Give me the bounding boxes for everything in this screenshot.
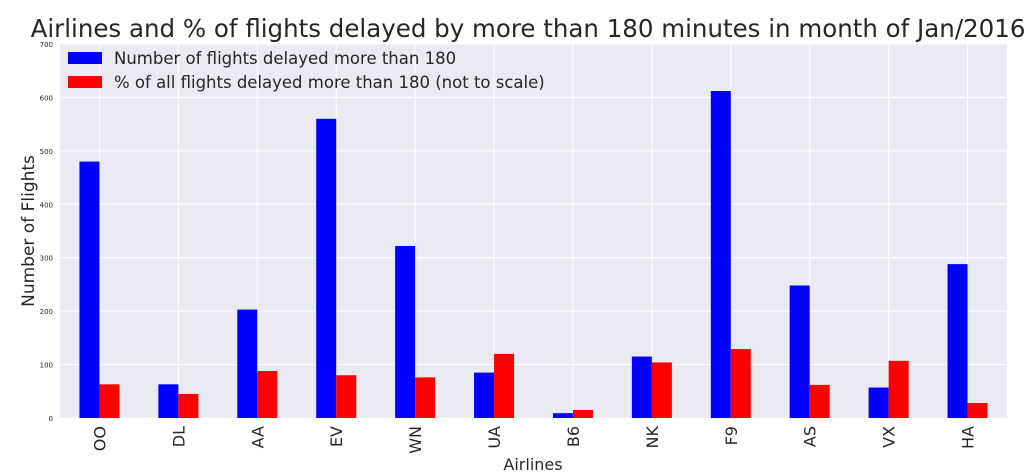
bar-percent-AA: [257, 370, 278, 418]
bar-count-WN: [395, 245, 416, 418]
bar-count-HA: [947, 264, 968, 418]
plot-background: [60, 44, 1007, 418]
bar-percent-VX: [888, 360, 909, 418]
x-ticks: OO DL AA EV WN UA B6 NK F9 AS VX HA: [90, 426, 977, 454]
y-tick-label: 400: [40, 201, 53, 209]
bars: [79, 91, 988, 419]
bar-percent-DL: [178, 393, 199, 418]
chart-title: Airlines and % of flights delayed by mor…: [30, 14, 1025, 43]
legend-item-count: Number of flights delayed more than 180: [68, 46, 545, 70]
x-tick-label: EV: [327, 426, 346, 447]
bar-count-VX: [868, 387, 889, 418]
bar-count-F9: [710, 91, 731, 418]
y-tick-label: 100: [40, 362, 53, 370]
y-tick-label: 600: [40, 94, 53, 102]
y-tick-label: 700: [40, 41, 53, 49]
bar-count-AA: [237, 309, 258, 418]
bar-count-NK: [631, 356, 652, 418]
x-tick-label: WN: [406, 426, 425, 454]
bar-percent-B6: [572, 409, 593, 418]
y-ticks: 0 100 200 300 400 500 600 700: [40, 41, 53, 423]
x-tick-label: HA: [959, 426, 978, 449]
bar-count-UA: [474, 372, 495, 418]
y-tick-label: 500: [40, 148, 53, 156]
bar-percent-WN: [415, 377, 436, 418]
legend-swatch-percent: [68, 76, 102, 88]
legend-item-percent: % of all flights delayed more than 180 (…: [68, 70, 545, 94]
bar-count-DL: [158, 384, 179, 418]
x-axis-label: Airlines: [503, 455, 562, 474]
x-tick-label: AS: [801, 426, 820, 447]
x-tick-label: OO: [90, 426, 109, 451]
y-tick-label: 0: [49, 415, 53, 423]
y-axis-label: Number of Flights: [19, 155, 39, 307]
legend-label-percent: % of all flights delayed more than 180 (…: [114, 72, 545, 92]
bar-count-AS: [789, 285, 810, 418]
x-tick-label: VX: [880, 426, 899, 448]
legend-swatch-count: [68, 52, 102, 64]
bar-percent-HA: [967, 403, 988, 418]
y-tick-label: 200: [40, 308, 53, 316]
bar-percent-NK: [651, 362, 672, 418]
y-tick-label: 300: [40, 255, 53, 263]
x-tick-label: NK: [643, 426, 662, 449]
bar-count-EV: [316, 118, 337, 419]
x-tick-label: DL: [169, 426, 188, 447]
x-tick-label: UA: [485, 426, 504, 449]
x-tick-label: F9: [722, 426, 741, 445]
bar-percent-EV: [336, 375, 357, 418]
legend: Number of flights delayed more than 180 …: [68, 46, 545, 94]
bar-count-B6: [552, 413, 573, 418]
bar-count-OO: [79, 161, 100, 419]
x-tick-label: AA: [248, 426, 267, 448]
x-tick-label: B6: [564, 426, 583, 447]
bar-percent-OO: [99, 384, 120, 418]
bar-percent-AS: [809, 384, 830, 418]
legend-label-count: Number of flights delayed more than 180: [114, 48, 457, 68]
bar-percent-F9: [730, 349, 751, 418]
bar-percent-UA: [494, 353, 515, 418]
